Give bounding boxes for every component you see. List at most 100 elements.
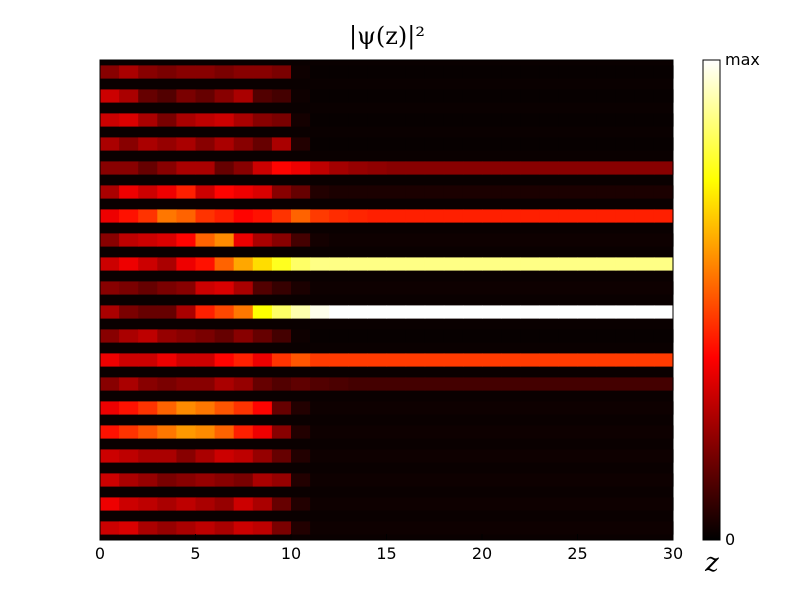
heatmap-cell	[520, 497, 540, 511]
heatmap-cell	[443, 257, 464, 271]
heatmap-cell	[119, 89, 139, 103]
heatmap-cell	[634, 185, 655, 199]
heatmap-cell	[195, 281, 216, 295]
heatmap-cell	[558, 185, 579, 199]
heatmap-cell	[271, 257, 292, 271]
heatmap-cell	[348, 521, 368, 535]
heatmap-cell	[501, 209, 521, 223]
heatmap-cell	[596, 497, 617, 511]
heatmap-cell	[443, 401, 464, 415]
heatmap-cell	[329, 497, 349, 511]
heatmap-cell	[176, 353, 197, 367]
heatmap-cell	[291, 89, 311, 103]
heatmap-cell	[386, 233, 407, 247]
heatmap-cell	[291, 305, 311, 319]
heatmap-cell	[214, 113, 235, 127]
heatmap-cell	[462, 209, 483, 223]
heatmap-cell	[176, 401, 197, 415]
heatmap-cell	[501, 473, 521, 487]
heatmap-cell	[348, 329, 368, 343]
heatmap-cell	[348, 65, 368, 79]
heatmap-cell	[214, 281, 235, 295]
heatmap-cell	[615, 377, 636, 391]
heatmap-cell	[214, 65, 235, 79]
heatmap-cell	[501, 449, 521, 463]
heatmap-cell	[462, 449, 483, 463]
heatmap-cell	[615, 185, 636, 199]
heatmap-cell	[195, 161, 216, 175]
heatmap-cell	[157, 161, 177, 175]
heatmap-cell	[501, 329, 521, 343]
heatmap-cell	[176, 185, 197, 199]
heatmap-cell	[520, 257, 540, 271]
heatmap-cell	[329, 113, 349, 127]
heatmap-cell	[233, 89, 254, 103]
heatmap-cell	[653, 473, 674, 487]
heatmap-cell	[424, 473, 445, 487]
heatmap-cell	[577, 281, 598, 295]
heatmap-cell	[539, 353, 559, 367]
heatmap-cell	[138, 449, 158, 463]
heatmap-cell	[482, 281, 502, 295]
heatmap-cell	[443, 329, 464, 343]
heatmap-cell	[176, 449, 197, 463]
heatmap-cell	[443, 353, 464, 367]
heatmap-cell	[482, 185, 502, 199]
heatmap-cell	[252, 497, 273, 511]
heatmap-cell	[329, 353, 349, 367]
heatmap-cell	[462, 329, 483, 343]
heatmap-cell	[405, 161, 426, 175]
heatmap-cell	[577, 401, 598, 415]
heatmap-cell	[291, 257, 311, 271]
heatmap-cell	[157, 473, 177, 487]
heatmap-cell	[252, 185, 273, 199]
heatmap-cell	[482, 65, 502, 79]
heatmap-cell	[195, 521, 216, 535]
heatmap-cell	[558, 281, 579, 295]
heatmap-cell	[596, 233, 617, 247]
heatmap-cell	[233, 65, 254, 79]
heatmap-cell	[138, 161, 158, 175]
heatmap-cell	[100, 233, 120, 247]
heatmap-cell	[634, 209, 655, 223]
heatmap-cell	[558, 329, 579, 343]
heatmap-cell	[405, 281, 426, 295]
heatmap-cell	[367, 161, 388, 175]
heatmap-cell	[405, 89, 426, 103]
heatmap-cell	[596, 185, 617, 199]
heatmap-cell	[252, 473, 273, 487]
heatmap-cell	[310, 185, 330, 199]
heatmap-cell	[520, 305, 540, 319]
heatmap-cell	[176, 473, 197, 487]
heatmap-cell	[157, 137, 177, 151]
heatmap-cell	[596, 257, 617, 271]
x-axis-label: z	[704, 548, 719, 578]
heatmap-cell	[176, 305, 197, 319]
heatmap-cell	[310, 257, 330, 271]
heatmap-cell	[424, 305, 445, 319]
heatmap-cell	[157, 305, 177, 319]
heatmap-cell	[233, 329, 254, 343]
heatmap-cell	[539, 449, 559, 463]
heatmap-cell	[100, 161, 120, 175]
heatmap-cell	[329, 137, 349, 151]
heatmap-cell	[539, 113, 559, 127]
heatmap-cell	[653, 377, 674, 391]
heatmap-cell	[119, 497, 139, 511]
heatmap-cell	[100, 281, 120, 295]
heatmap-cell	[577, 209, 598, 223]
heatmap-cell	[214, 209, 235, 223]
heatmap-cell	[405, 473, 426, 487]
heatmap-cell	[596, 305, 617, 319]
heatmap-cell	[291, 425, 311, 439]
heatmap-cell	[653, 185, 674, 199]
heatmap-cell	[348, 233, 368, 247]
heatmap-cell	[100, 209, 120, 223]
heatmap-cell	[462, 401, 483, 415]
heatmap-background	[100, 60, 673, 540]
heatmap-cell	[405, 497, 426, 511]
heatmap-cell	[462, 113, 483, 127]
heatmap-cell	[405, 257, 426, 271]
heatmap-cell	[367, 401, 388, 415]
